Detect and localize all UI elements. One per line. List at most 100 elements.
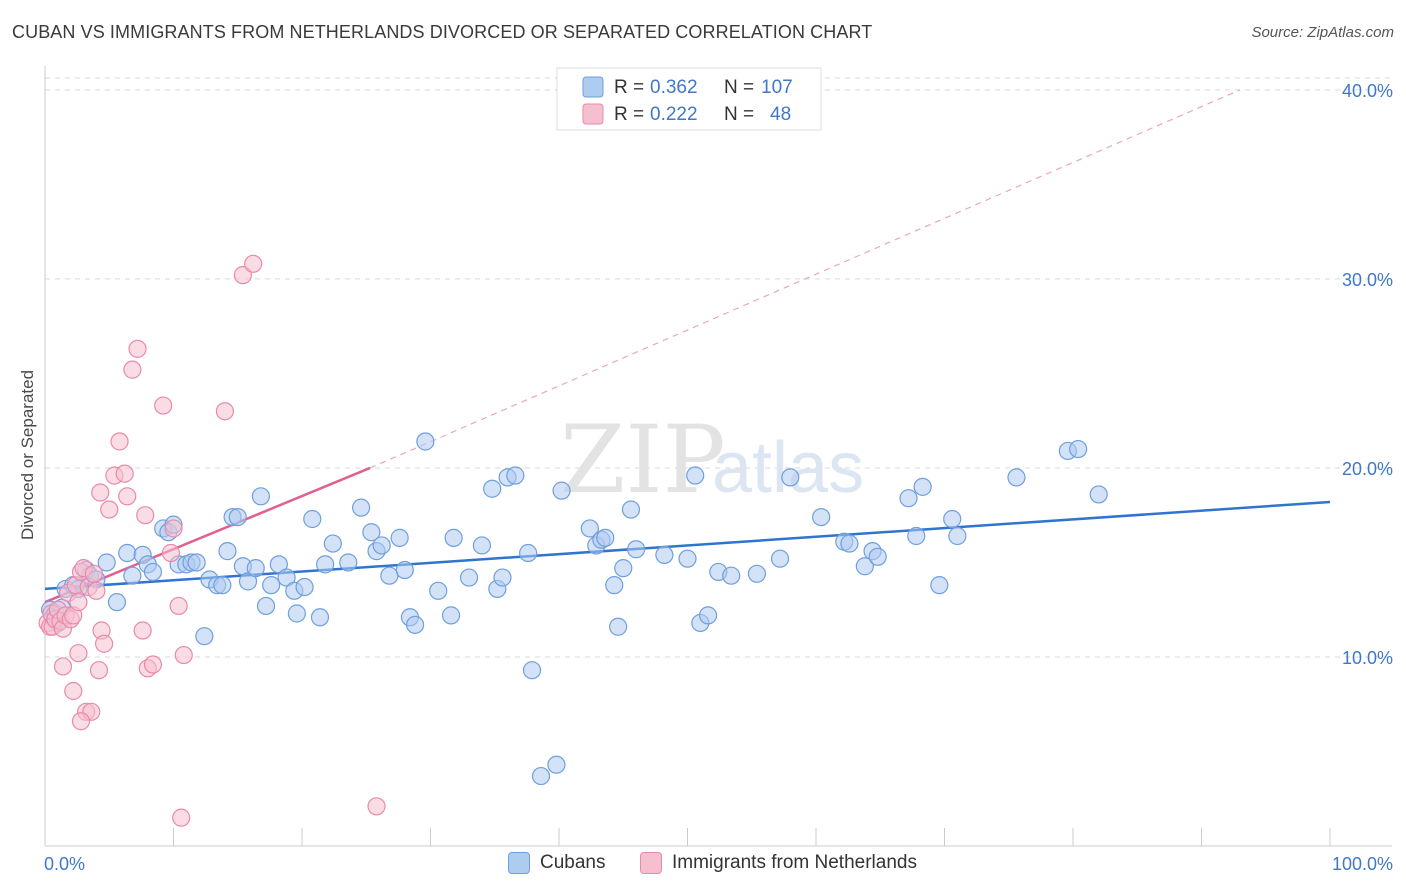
point-cubans (1007, 468, 1026, 487)
point-cubans (444, 528, 463, 547)
point-cubans (913, 477, 932, 496)
point-netherlands (161, 543, 181, 563)
point-netherlands (244, 254, 263, 273)
point-cubans (596, 528, 615, 547)
point-cubans (246, 559, 265, 578)
y-tick-label: 20.0% (1342, 459, 1393, 479)
legend-item-cubans: Cubans (508, 852, 606, 874)
legend-swatch-netherlands-bottom (640, 852, 662, 874)
point-netherlands (133, 621, 152, 640)
legend-r-label-1: R = (614, 77, 644, 98)
y-axis-label: Divorced or Separated (18, 370, 37, 540)
point-cubans (213, 576, 232, 595)
point-netherlands (123, 360, 142, 379)
point-cubans (812, 507, 831, 527)
point-cubans (580, 519, 599, 538)
point-netherlands (136, 506, 155, 525)
point-cubans (251, 487, 270, 506)
point-cubans (930, 576, 949, 595)
point-cubans (899, 489, 918, 508)
point-cubans (310, 608, 330, 627)
point-netherlands (215, 402, 234, 421)
point-cubans (228, 507, 247, 527)
legend-swatch-netherlands (582, 103, 604, 125)
point-cubans (840, 534, 859, 553)
point-cubans (405, 615, 425, 634)
trend-extension-netherlands (369, 89, 1241, 469)
point-cubans (907, 526, 926, 546)
legend-bottom: Cubans Immigrants from Netherlands (0, 852, 1406, 878)
point-netherlands (118, 487, 137, 506)
point-netherlands (91, 483, 110, 502)
point-netherlands (169, 596, 188, 616)
y-tick-label: 10.0% (1342, 648, 1393, 668)
point-cubans (522, 661, 542, 680)
point-cubans (429, 581, 448, 600)
point-cubans (123, 566, 142, 585)
point-cubans (339, 553, 358, 572)
point-cubans (621, 500, 641, 519)
point-cubans (390, 528, 409, 547)
legend-r-label-2: R = (614, 104, 644, 125)
point-cubans (97, 553, 116, 572)
point-netherlands (53, 657, 73, 676)
point-cubans (855, 557, 874, 576)
point-cubans (395, 560, 414, 580)
x-tick-label: 100.0% (1332, 854, 1393, 874)
point-cubans (686, 466, 705, 485)
legend-n-label-2: N = (724, 104, 754, 125)
legend-label-cubans: Cubans (540, 852, 606, 873)
point-cubans (459, 568, 479, 587)
point-netherlands (110, 432, 129, 451)
point-cubans (472, 536, 491, 555)
point-cubans (605, 576, 624, 595)
point-cubans (372, 536, 391, 555)
point-cubans (655, 545, 674, 565)
legend-swatch-cubans-bottom (508, 852, 530, 874)
point-cubans (1069, 439, 1088, 459)
point-cubans (948, 526, 967, 546)
point-netherlands (69, 593, 88, 612)
point-cubans (868, 547, 887, 566)
point-netherlands (64, 681, 83, 701)
point-cubans (770, 549, 790, 568)
legend-n-value-1: 107 (761, 77, 793, 98)
point-netherlands (164, 519, 183, 538)
point-cubans (441, 606, 461, 625)
point-cubans (323, 534, 342, 553)
point-cubans (218, 542, 237, 561)
point-cubans (187, 553, 206, 572)
watermark-atlas: atlas (712, 428, 864, 508)
point-cubans (287, 604, 306, 623)
point-cubans (483, 479, 502, 498)
watermark-zip: ZIP (560, 406, 726, 515)
data-points (38, 254, 1108, 827)
legend-swatch-cubans (582, 76, 604, 98)
point-cubans (262, 576, 281, 595)
point-cubans (1089, 485, 1108, 504)
point-cubans (143, 562, 163, 582)
point-cubans (107, 593, 127, 612)
source-label: Source: ZipAtlas.com (1251, 24, 1394, 41)
point-netherlands (84, 564, 103, 583)
legend-r-value-1: 0.362 (650, 77, 698, 98)
x-tick-label: 0.0% (44, 854, 85, 874)
point-cubans (943, 509, 962, 529)
point-cubans (256, 596, 276, 616)
point-netherlands (87, 581, 106, 600)
point-cubans (614, 559, 633, 578)
point-cubans (531, 766, 551, 786)
point-cubans (781, 468, 800, 487)
point-cubans (552, 481, 571, 500)
point-cubans (493, 568, 512, 587)
point-cubans (295, 577, 314, 597)
chart-title: CUBAN VS IMMIGRANTS FROM NETHERLANDS DIV… (12, 22, 873, 42)
tick-labels: 10.0% 20.0% 30.0% 40.0% 0.0% 100.0% (44, 81, 1393, 874)
axes (44, 66, 1392, 847)
point-cubans (747, 564, 766, 583)
point-cubans (698, 606, 718, 625)
point-netherlands (174, 645, 193, 665)
point-netherlands (128, 339, 147, 358)
point-cubans (678, 549, 697, 568)
